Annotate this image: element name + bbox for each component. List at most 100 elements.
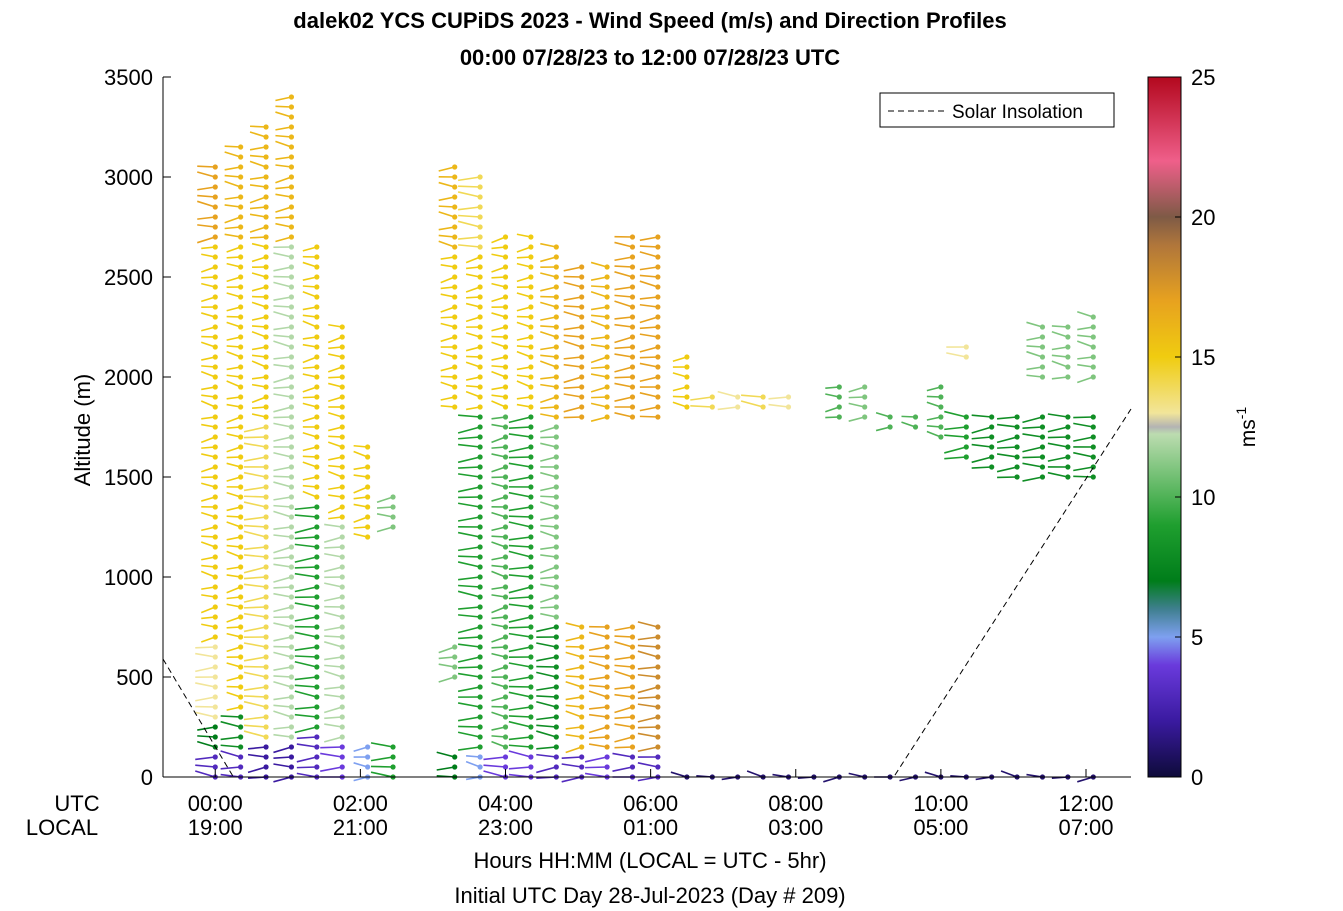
wind-barb-point (629, 374, 636, 380)
wind-barb-shaft (243, 566, 267, 574)
wind-barb-shaft (220, 744, 241, 748)
wind-barb-point (553, 704, 559, 710)
wind-barb-point (1014, 414, 1020, 420)
wind-barb-shaft (536, 695, 557, 698)
wind-barb-point (553, 734, 559, 740)
wind-barb-point (212, 684, 218, 690)
wind-barb-point (1090, 424, 1096, 430)
wind-barb-point (238, 154, 244, 160)
wind-barb-point (238, 594, 244, 600)
wind-barb-point (1090, 474, 1096, 480)
wind-barb-shaft (997, 446, 1018, 449)
wind-barb-point (528, 604, 534, 610)
wind-barb-point (604, 324, 610, 330)
wind-barb-point (629, 654, 636, 660)
wind-barb-point (963, 414, 969, 420)
wind-barb-shaft (273, 606, 292, 613)
wind-barb-point (604, 374, 610, 380)
wind-barb-point (314, 624, 320, 630)
wind-barb-point (339, 424, 345, 430)
wind-barb-point (365, 484, 371, 490)
wind-barb-point (528, 414, 534, 420)
wind-barb-point (1090, 434, 1096, 440)
wind-barb-point (528, 734, 534, 740)
wind-barb-point (604, 694, 610, 700)
wind-barb-shaft (197, 216, 216, 220)
wind-barb-point (390, 744, 396, 750)
wind-barb-point (528, 334, 534, 340)
wind-barb-shaft (614, 670, 633, 678)
wind-barb-shaft (540, 612, 557, 618)
wind-barb-point (238, 734, 244, 740)
wind-barb-point (288, 404, 295, 410)
wind-barb-shaft (1077, 776, 1094, 783)
wind-barb-shaft (614, 626, 633, 632)
wind-barb-point (212, 414, 218, 420)
wind-barb-point (1090, 374, 1096, 380)
wind-barb-shaft (1026, 336, 1043, 341)
wind-barb-point (212, 614, 218, 620)
wind-barb-point (365, 514, 371, 520)
wind-barb-point (477, 314, 483, 320)
wind-barb-point (288, 554, 295, 560)
wind-barb-shaft (588, 726, 608, 734)
wind-barb-shaft (508, 632, 532, 638)
wind-barb-shaft (249, 160, 267, 168)
wind-barb-shaft (197, 726, 216, 731)
wind-barb-shaft (247, 753, 267, 758)
wind-barb-point (212, 524, 218, 530)
y-tick-label: 2500 (104, 265, 153, 290)
wind-barb-point (604, 704, 610, 710)
wind-barb-point (502, 594, 509, 600)
wind-barb-shaft (508, 456, 531, 459)
wind-barb-shaft (614, 336, 633, 344)
wind-barb-shaft (637, 650, 659, 658)
wind-barb-shaft (899, 776, 916, 782)
wind-barb-shaft (637, 666, 658, 670)
wind-barb-shaft (1000, 770, 1018, 778)
wind-barb-point (212, 294, 218, 300)
wind-barb-point (553, 754, 559, 760)
wind-barb-point (528, 484, 534, 490)
wind-barb-point (502, 754, 509, 760)
wind-barb-point (263, 704, 269, 710)
wind-barb-shaft (273, 326, 292, 331)
wind-barb-point (477, 234, 483, 240)
wind-barb-point (1014, 454, 1020, 460)
wind-barb-point (212, 474, 218, 480)
wind-barb-shaft (224, 174, 241, 178)
wind-barb-shaft (457, 672, 481, 678)
wind-barb-point (263, 194, 269, 200)
wind-barb-point (212, 734, 218, 740)
wind-barb-point (288, 144, 295, 150)
wind-barb-point (477, 594, 483, 600)
wind-barb-point (477, 584, 483, 590)
wind-barb-shaft (540, 413, 557, 418)
wind-barb-shaft (1051, 325, 1068, 328)
wind-barb-point (553, 534, 559, 540)
wind-barb-shaft (457, 731, 481, 738)
wind-barb-point (938, 384, 944, 390)
wind-barb-shaft (540, 524, 557, 528)
wind-barb-shaft (971, 456, 992, 464)
wind-barb-shaft (273, 496, 292, 501)
wind-barb-point (579, 654, 585, 660)
wind-barb-shaft (1073, 451, 1094, 458)
wind-barb-point (263, 124, 269, 130)
wind-barb-point (212, 634, 218, 640)
wind-barb-shaft (639, 266, 659, 271)
wind-barb-point (314, 574, 320, 580)
wind-barb-point (263, 624, 269, 630)
wind-barb-shaft (565, 666, 582, 671)
wind-barb-point (604, 394, 610, 400)
wind-barb-point (288, 274, 295, 280)
wind-barb-point (477, 484, 483, 490)
wind-barb-shaft (294, 690, 318, 698)
wind-barb-shaft (565, 726, 582, 730)
wind-barb-point (263, 284, 269, 290)
wind-barb-shaft (483, 756, 506, 761)
wind-barb-point (528, 454, 534, 460)
wind-barb-point (579, 414, 585, 420)
wind-barb-point (288, 564, 295, 570)
wind-barb-point (604, 634, 610, 640)
